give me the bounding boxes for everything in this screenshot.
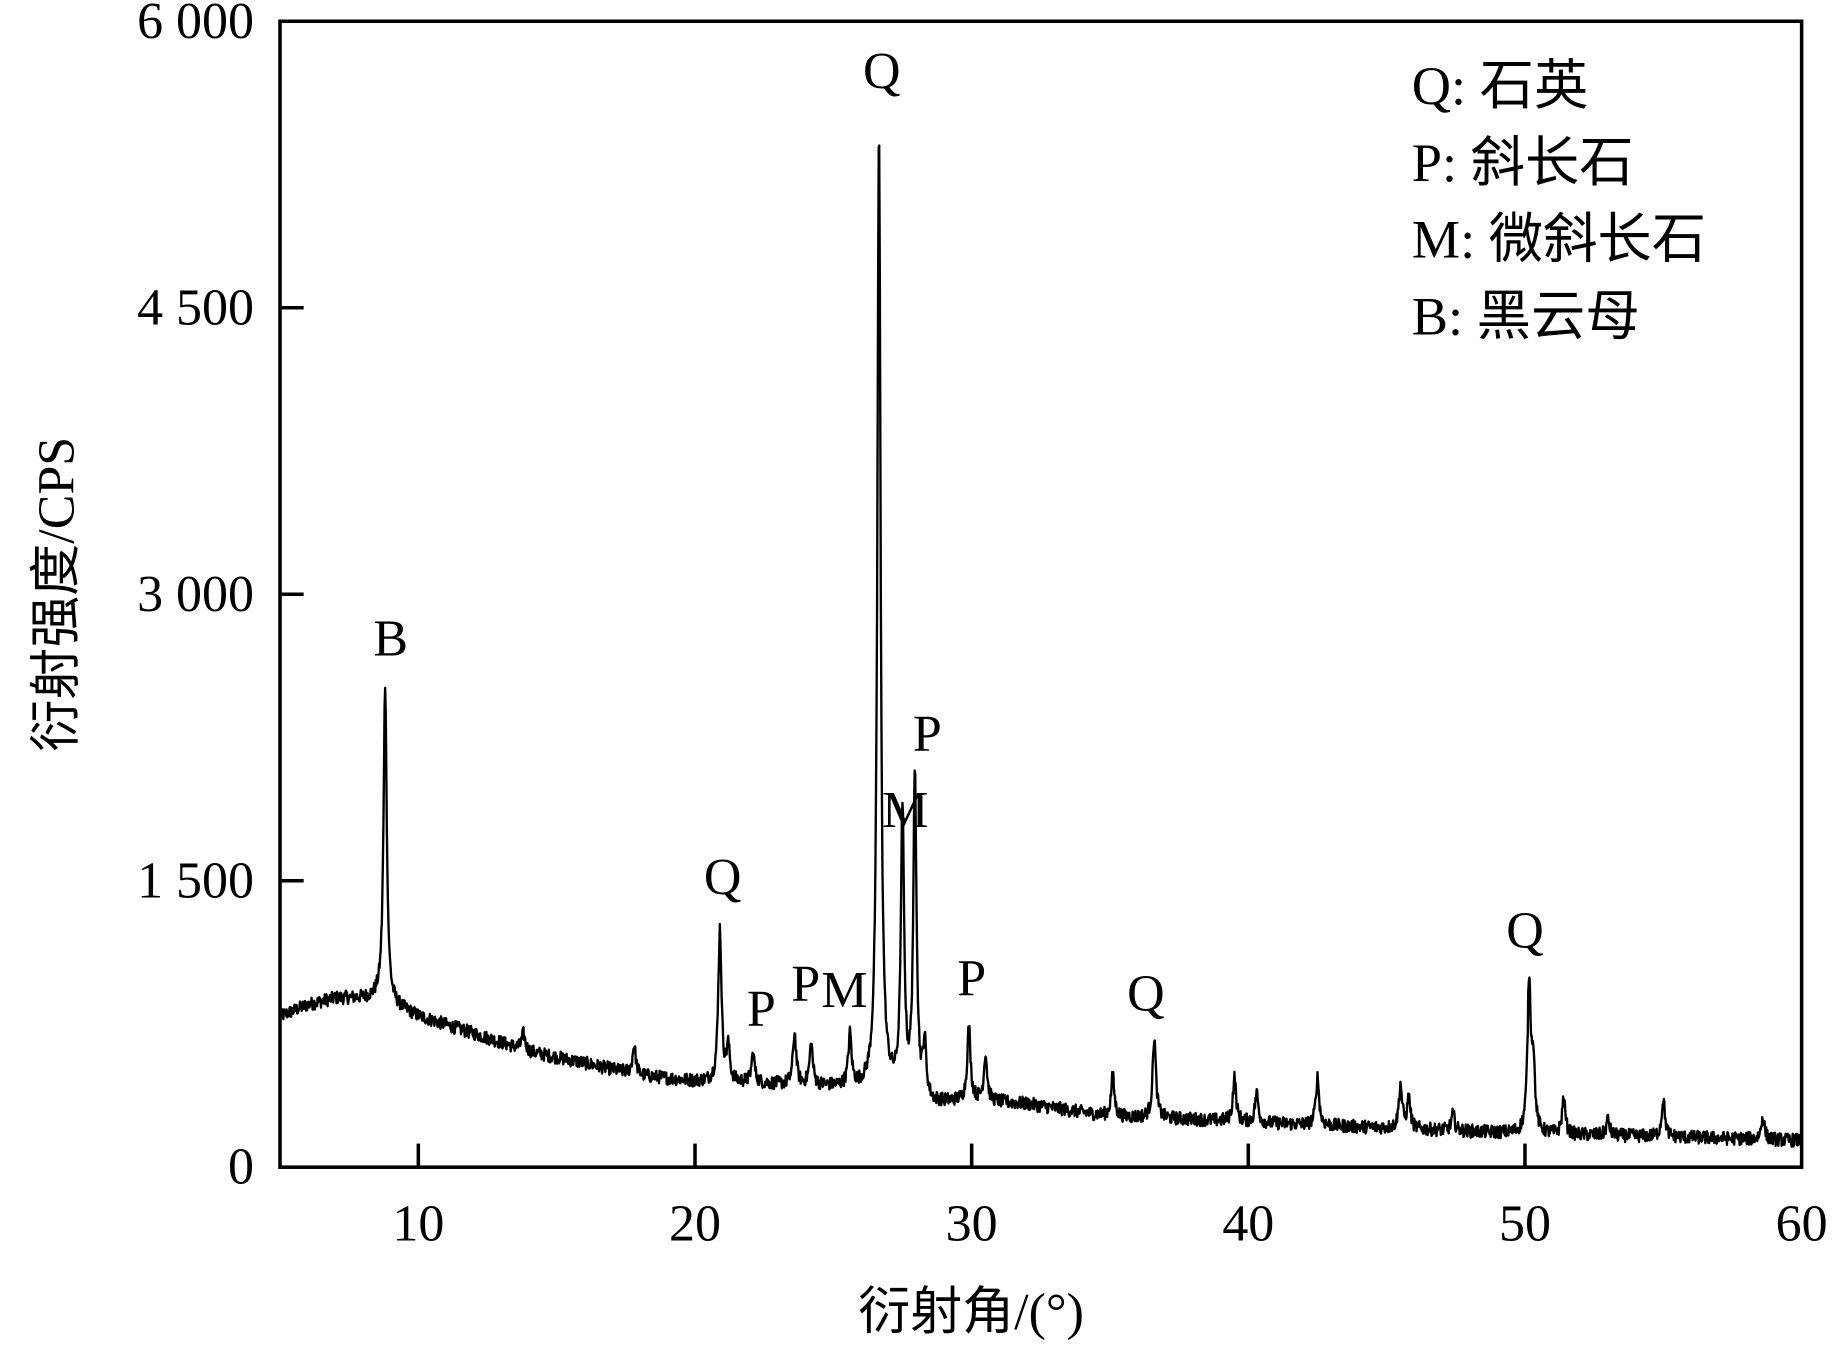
y-tick-label: 0 xyxy=(228,1139,254,1196)
legend-entry-m: M: 微斜长石 xyxy=(1412,210,1706,270)
peak-label: P xyxy=(957,950,986,1007)
peak-label: P xyxy=(913,706,942,763)
plot-frame xyxy=(278,19,1804,1169)
y-tick-label: 4 500 xyxy=(137,279,254,336)
y-tick-label: 1 500 xyxy=(137,852,254,909)
legend: Q: 石英 P: 斜长石 M: 微斜长石 B: 黑云母 xyxy=(1412,56,1706,346)
peak-label: Q xyxy=(1506,903,1544,960)
x-tick-label: 50 xyxy=(1499,1195,1551,1252)
x-tick-label: 20 xyxy=(669,1195,721,1252)
peak-label: B xyxy=(373,610,408,667)
xrd-pattern-line xyxy=(278,144,1803,1148)
legend-entry-q: Q: 石英 xyxy=(1412,56,1589,116)
peak-label: Q xyxy=(704,849,742,906)
x-tick-label: 30 xyxy=(946,1195,998,1252)
peak-label: M xyxy=(821,962,867,1019)
legend-entry-b: B: 黑云母 xyxy=(1412,286,1640,346)
y-axis-title: 衍射强度/CPS xyxy=(28,437,85,752)
peak-label: Q xyxy=(863,43,901,100)
y-tick-label: 3 000 xyxy=(137,566,254,623)
peak-label: Q xyxy=(1127,966,1165,1023)
peak-label: P xyxy=(747,981,776,1038)
x-tick-label: 10 xyxy=(392,1195,444,1252)
y-tick-label: 6 000 xyxy=(137,0,254,50)
peak-label: M xyxy=(882,782,928,839)
x-tick-label: 40 xyxy=(1222,1195,1274,1252)
peak-label: P xyxy=(791,956,820,1013)
legend-entry-p: P: 斜长石 xyxy=(1412,133,1634,193)
x-tick-label: 60 xyxy=(1776,1195,1828,1252)
x-axis-title: 衍射角/(°) xyxy=(858,1284,1084,1341)
